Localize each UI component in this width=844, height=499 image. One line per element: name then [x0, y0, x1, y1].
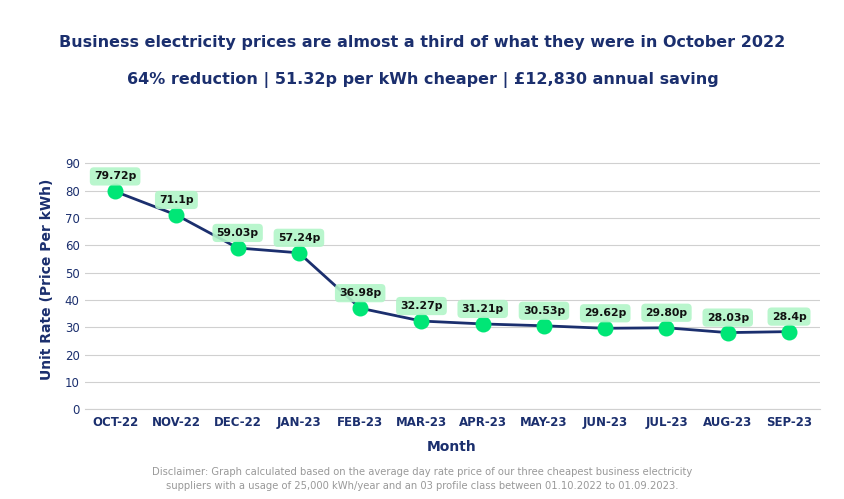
- Point: [170, 211, 183, 219]
- Point: [414, 317, 428, 325]
- Y-axis label: Unit Rate (Price Per kWh): Unit Rate (Price Per kWh): [40, 179, 53, 380]
- Text: 79.72p: 79.72p: [94, 172, 136, 182]
- Text: 29.80p: 29.80p: [645, 308, 687, 318]
- Point: [230, 244, 244, 252]
- Text: 64% reduction | 51.32p per kWh cheaper | £12,830 annual saving: 64% reduction | 51.32p per kWh cheaper |…: [127, 72, 717, 88]
- Point: [720, 329, 733, 337]
- Text: 31.21p: 31.21p: [461, 304, 503, 314]
- X-axis label: Month: Month: [427, 440, 476, 454]
- Point: [598, 324, 611, 332]
- Point: [537, 322, 550, 330]
- Point: [782, 328, 795, 336]
- Text: 29.62p: 29.62p: [583, 308, 625, 318]
- Text: Business electricity prices are almost a third of what they were in October 2022: Business electricity prices are almost a…: [59, 35, 785, 50]
- Text: 71.1p: 71.1p: [159, 195, 193, 205]
- Text: 28.03p: 28.03p: [706, 312, 748, 322]
- Text: 30.53p: 30.53p: [522, 306, 565, 316]
- Point: [292, 249, 306, 257]
- Text: 32.27p: 32.27p: [400, 301, 442, 311]
- Point: [108, 188, 122, 196]
- Point: [353, 304, 366, 312]
- Point: [659, 324, 673, 332]
- Text: 36.98p: 36.98p: [338, 288, 381, 298]
- Point: [475, 320, 489, 328]
- Text: 59.03p: 59.03p: [216, 228, 258, 238]
- Text: 28.4p: 28.4p: [771, 311, 805, 321]
- Text: Disclaimer: Graph calculated based on the average day rate price of our three ch: Disclaimer: Graph calculated based on th…: [152, 467, 692, 492]
- Text: 57.24p: 57.24p: [278, 233, 320, 243]
